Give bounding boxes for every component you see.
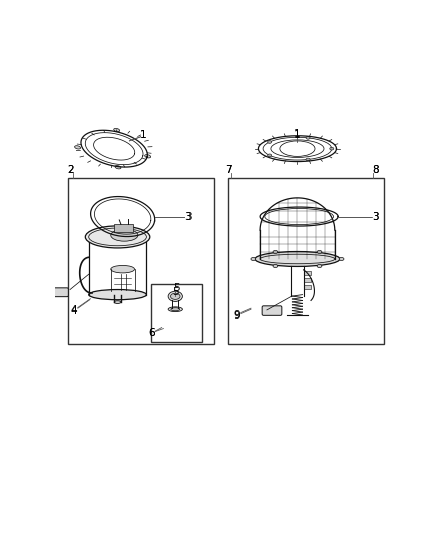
Ellipse shape <box>171 308 180 311</box>
Ellipse shape <box>251 257 256 261</box>
Text: 1: 1 <box>294 130 301 140</box>
Text: 9: 9 <box>233 310 240 320</box>
Ellipse shape <box>260 254 335 264</box>
Ellipse shape <box>339 257 344 261</box>
Bar <box>152 285 202 342</box>
Text: 8: 8 <box>372 165 378 175</box>
Text: 2: 2 <box>68 165 74 175</box>
Text: 4: 4 <box>70 305 77 315</box>
Bar <box>114 224 133 232</box>
Text: 7: 7 <box>226 165 232 175</box>
Ellipse shape <box>255 252 340 266</box>
Ellipse shape <box>317 251 322 254</box>
Ellipse shape <box>168 307 182 312</box>
Bar <box>304 278 311 282</box>
Text: 8: 8 <box>372 165 379 175</box>
Text: 3: 3 <box>184 212 191 222</box>
Bar <box>304 271 311 275</box>
Text: 3: 3 <box>372 212 378 222</box>
Ellipse shape <box>145 155 151 158</box>
Text: 4: 4 <box>70 305 77 316</box>
Text: 6: 6 <box>148 328 155 337</box>
Text: 6: 6 <box>148 328 155 337</box>
Ellipse shape <box>273 264 278 268</box>
Ellipse shape <box>273 251 278 254</box>
Text: 1: 1 <box>294 130 301 140</box>
Ellipse shape <box>111 265 134 273</box>
Text: 3: 3 <box>372 212 379 222</box>
Ellipse shape <box>111 229 138 241</box>
Ellipse shape <box>268 154 272 157</box>
Text: 7: 7 <box>225 165 232 175</box>
Text: 3: 3 <box>186 212 192 222</box>
Ellipse shape <box>85 226 150 248</box>
Bar <box>304 285 311 289</box>
Text: 5: 5 <box>173 283 180 293</box>
Text: 1: 1 <box>140 130 146 140</box>
Ellipse shape <box>268 141 272 143</box>
Ellipse shape <box>74 146 81 149</box>
Ellipse shape <box>306 136 310 139</box>
Ellipse shape <box>114 301 121 303</box>
FancyBboxPatch shape <box>49 288 68 297</box>
Bar <box>68 177 214 344</box>
Ellipse shape <box>114 128 120 132</box>
Ellipse shape <box>115 166 121 169</box>
Bar <box>228 177 384 344</box>
Ellipse shape <box>330 147 334 150</box>
Ellipse shape <box>88 289 146 300</box>
Text: 9: 9 <box>233 311 240 321</box>
Text: 5: 5 <box>172 287 179 297</box>
Ellipse shape <box>170 293 180 300</box>
FancyBboxPatch shape <box>262 306 282 316</box>
Text: 2: 2 <box>68 165 74 175</box>
Ellipse shape <box>168 291 182 302</box>
Ellipse shape <box>317 264 322 268</box>
Text: 1: 1 <box>140 130 146 140</box>
Ellipse shape <box>306 158 310 161</box>
